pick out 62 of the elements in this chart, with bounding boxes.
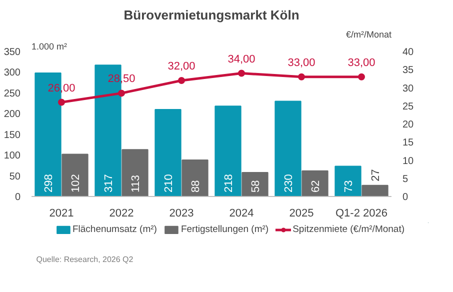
data-label: 33,00 [348,56,376,69]
point [358,73,365,80]
y-axis-title: 1.000 m² [32,42,68,52]
data-label: 34,00 [228,53,256,66]
y2-tick-label: 10 [402,156,414,167]
x-tick-label: 2023 [169,208,194,220]
bar [334,166,362,196]
bar [154,109,182,196]
legend-label: Spitzenmiete (€/m²/Monat) [292,224,405,235]
data-label: 230 [283,174,295,192]
data-label: 298 [43,174,55,192]
data-label: 88 [190,180,202,192]
bar [214,106,242,196]
data-label: 32,00 [168,60,196,72]
point [118,90,125,97]
chart-title: Bürovermietungsmarkt Köln [124,8,300,22]
data-label: 58 [250,180,262,192]
y-tick-label: 0 [14,192,21,203]
y2-tick-label: 25 [402,101,414,112]
data-label: 62 [310,180,322,192]
y2-tick-label: 35 [402,65,414,76]
data-label: 27 [370,169,382,182]
bar [182,160,208,196]
y2-tick-label: 40 [402,47,414,58]
point [58,98,65,106]
data-label: 210 [163,174,175,192]
legend-label: Flächenumsatz (m²) [72,224,157,235]
bar [242,172,268,196]
source-note: Quelle: Research, 2026 Q2 [36,255,134,264]
bar [274,100,302,196]
x-tick-label: 2024 [229,208,254,220]
bar [62,154,88,196]
y-tick-label: 150 [4,130,21,141]
data-label: 102 [70,174,82,192]
x-tick-label: 2022 [109,208,134,220]
point [238,70,245,77]
x-tick-label: 2025 [289,208,314,220]
legend-label: Fertigstellungen (m²) [180,224,269,235]
x-tick-label: 2021 [49,208,74,220]
y-tick-label: 350 [4,47,21,58]
x-tick-label: Q1-2 2026 [336,208,388,220]
y-tick-label: 100 [4,150,21,162]
y2-tick-label: 20 [402,120,414,130]
data-label: 33,00 [288,56,316,69]
bar [362,184,388,196]
y2-axis-title: €/m²/Monat [346,30,392,40]
data-label: 317 [103,174,115,192]
data-label: 113 [130,174,142,192]
y2-tick-label: 5 [402,174,408,185]
data-label: 73 [343,180,355,192]
y-tick-label: 200 [4,109,21,120]
data-label: 218 [223,174,235,192]
y2-tick-label: 15 [402,138,414,149]
point [178,77,185,84]
bar [302,170,328,196]
y-tick-label: 250 [4,88,21,100]
y-tick-label: 50 [9,171,21,182]
point [298,73,305,80]
y2-tick-label: 0 [402,192,408,203]
bar [122,149,148,196]
y2-tick-label: 30 [402,83,414,94]
y-tick-label: 300 [4,68,21,79]
